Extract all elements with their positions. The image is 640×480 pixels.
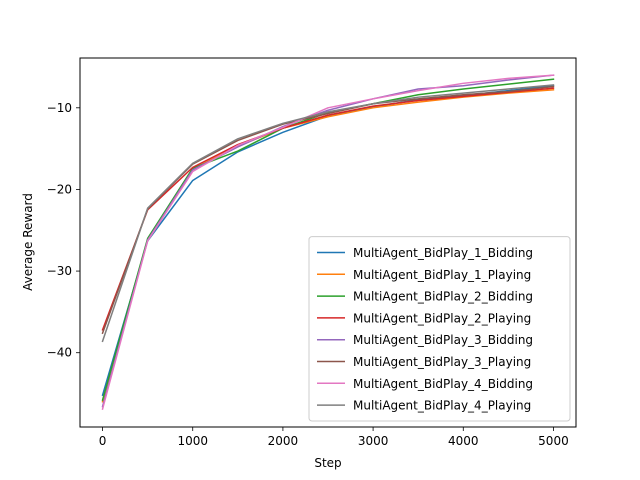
legend-label: MultiAgent_BidPlay_2_Bidding xyxy=(353,290,533,304)
y-tick-label: −20 xyxy=(47,182,72,196)
legend-label: MultiAgent_BidPlay_1_Playing xyxy=(353,268,531,282)
series-line-3 xyxy=(101,78,555,401)
legend-label: MultiAgent_BidPlay_4_Playing xyxy=(353,399,531,413)
x-tick-label: 4000 xyxy=(448,434,479,448)
legend-label: MultiAgent_BidPlay_3_Bidding xyxy=(353,333,533,347)
x-tick-label: 0 xyxy=(99,434,107,448)
legend-box xyxy=(308,236,571,422)
x-axis-ticks: 0 1000 2000 3000 4000 5000 xyxy=(99,427,569,448)
plot-frame xyxy=(79,57,577,428)
series-line-7 xyxy=(101,74,555,410)
y-axis-ticks: −40 −30 −20 −10 xyxy=(47,101,80,360)
y-tick-label: −10 xyxy=(47,101,72,115)
x-tick-label: 2000 xyxy=(268,434,299,448)
series-layer xyxy=(101,74,555,410)
legend-label: MultiAgent_BidPlay_2_Playing xyxy=(353,311,531,325)
y-tick-label: −30 xyxy=(47,264,72,278)
x-axis-label: Step xyxy=(314,456,341,470)
series-line-8 xyxy=(101,84,555,343)
x-tick-label: 5000 xyxy=(538,434,569,448)
series-line-4 xyxy=(101,87,555,331)
legend-label: MultiAgent_BidPlay_3_Playing xyxy=(353,355,531,369)
y-tick-label: −40 xyxy=(47,346,72,360)
y-axis-label: Average Reward xyxy=(21,193,35,291)
legend-label: MultiAgent_BidPlay_1_Bidding xyxy=(353,246,533,260)
legend-label: MultiAgent_BidPlay_4_Bidding xyxy=(353,377,533,391)
legend: MultiAgent_BidPlay_1_Bidding MultiAgent_B… xyxy=(308,236,571,422)
x-tick-label: 3000 xyxy=(358,434,389,448)
x-tick-label: 1000 xyxy=(177,434,208,448)
